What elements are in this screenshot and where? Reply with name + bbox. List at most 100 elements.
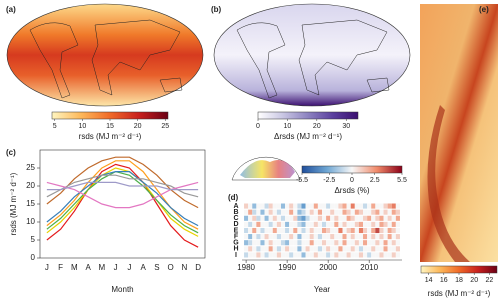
heat-cell [252,246,257,252]
heat-cell [358,234,364,240]
heat-cell [264,221,269,227]
x-tick-label: N [181,263,187,272]
colorbar-tick-label: 5.5 [397,177,407,184]
heat-cell [256,252,261,258]
heat-cell [350,209,355,215]
colorbar-tick-label: 20 [470,277,478,284]
heat-cell [383,246,388,252]
heat-cell [280,221,286,227]
heat-cell [395,203,400,209]
heat-cell [387,234,392,240]
heat-cell [301,240,306,246]
heat-cell [264,203,269,209]
heat-cell [276,227,281,234]
heat-cell [280,246,286,252]
heat-cell [272,252,277,258]
heat-cell [289,240,294,246]
row-label: F [234,233,239,240]
x-tick-label: J [45,263,49,272]
heat-cell [305,234,310,240]
heat-cell [346,234,351,240]
heat-cell [354,227,359,234]
colorbar [301,165,403,174]
heat-cell [334,203,339,209]
heat-cell [354,240,359,246]
colorbar-tick-label: 20 [313,123,321,130]
heat-cell [371,221,376,227]
heat-cell [391,203,396,209]
y-tick-label: 0 [31,253,36,262]
heat-cell [313,246,318,252]
heat-cell [289,234,294,240]
x-tick-label: 1990 [278,263,296,272]
heat-cell [338,221,343,227]
heat-cell [330,227,335,234]
heat-cell [244,252,249,258]
heat-cell [354,221,359,227]
heat-cell [248,209,253,215]
heat-cell [280,252,286,258]
heat-cell [330,203,335,209]
heat-cell [244,221,249,227]
heat-cell [387,203,392,209]
heat-cell [322,221,327,227]
heat-cell [272,227,277,234]
heat-cell [358,221,364,227]
heat-cell [285,234,290,240]
heat-cell [334,209,339,215]
heat-cell [309,221,314,227]
heat-cell [256,240,261,246]
heat-cell [346,203,351,209]
heat-cell [248,252,253,258]
heat-cell [354,252,359,258]
heat-cell [293,252,298,258]
heat-cell [338,240,343,246]
x-axis-label: Month [111,285,133,294]
heat-cell [268,209,273,215]
heat-cell [383,215,388,221]
heat-cell [375,203,380,209]
heat-cell [346,209,351,215]
colorbar-tick-label: 2.5 [370,177,380,184]
heat-cell [301,234,306,240]
colorbar-tick-label: 25 [161,123,169,130]
heat-cell [334,246,339,252]
series-line [46,170,199,234]
heat-cell [391,209,396,215]
heat-cell [334,221,339,227]
heat-cell [350,246,355,252]
heat-cell [367,240,372,246]
heat-cell [305,203,310,209]
heat-cell [334,215,339,221]
heat-cell [322,252,327,258]
heat-cell [383,221,388,227]
heat-cell [354,203,359,209]
heat-cell [330,209,335,215]
series-line [46,181,199,209]
heat-cell [248,203,253,209]
heat-cell [395,221,400,227]
heat-cell [317,203,322,209]
panel-label: (a) [6,5,16,14]
series-line [46,181,199,191]
x-tick-label: O [168,263,174,272]
heat-cell [367,203,372,209]
heat-cell [350,221,355,227]
heat-cell [338,234,343,240]
heat-cell [379,227,384,234]
heat-cell [256,246,261,252]
heat-cell [387,221,392,227]
row-label: E [234,227,239,234]
heat-cell [379,221,384,227]
heat-cell [375,240,380,246]
heat-cell [326,215,331,221]
heat-cell [358,246,364,252]
heat-cell [280,227,286,234]
heat-cell [264,246,269,252]
heat-cell [338,209,343,215]
heat-cell [363,252,368,258]
heat-cell [260,221,265,227]
colorbar-tick-label: 15 [106,123,114,130]
heat-cell [305,215,310,221]
heat-cell [313,221,318,227]
